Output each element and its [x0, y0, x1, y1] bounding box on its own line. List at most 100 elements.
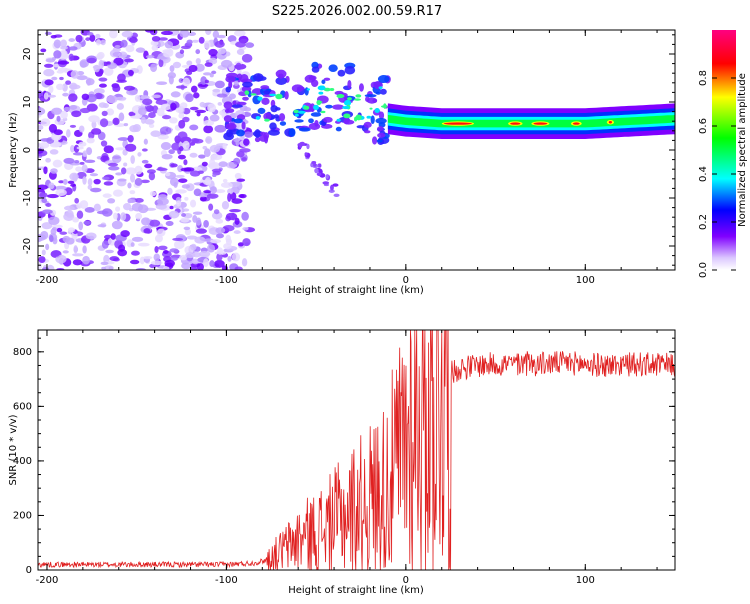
- spectrogram-cell: [79, 161, 85, 165]
- spectrogram-cell: [325, 104, 333, 109]
- spectrogram-hotspot: [572, 122, 580, 125]
- spectrogram-cell: [145, 54, 155, 59]
- spectrogram-cell: [184, 196, 189, 201]
- spectrogram-cell: [216, 253, 223, 261]
- spectrogram-cell: [169, 205, 174, 210]
- spectrogram-cell: [217, 102, 223, 106]
- spectrogram-cell: [162, 265, 170, 270]
- spectrogram-cell: [215, 218, 224, 224]
- spectrogram-cell: [87, 178, 93, 186]
- spectrogram-cell: [121, 30, 134, 38]
- spectrogram-cell: [97, 224, 107, 228]
- spectrogram-cell: [70, 70, 79, 79]
- spectrogram-cell: [375, 91, 381, 95]
- spectrogram-cell: [52, 143, 62, 147]
- spectrogram-cell: [108, 166, 120, 171]
- spectrogram-cell: [214, 80, 225, 89]
- spectrogram-cell: [293, 109, 299, 114]
- spectrogram-cell: [178, 112, 185, 119]
- colorbar-label: Normalized spectral amplitude: [737, 73, 748, 227]
- spectrogram-cell: [181, 64, 191, 68]
- spectrogram-cell: [85, 37, 91, 41]
- spectrogram-cell: [203, 40, 211, 50]
- spectrogram-cell: [144, 118, 155, 125]
- spectrogram-cell: [255, 116, 261, 120]
- spectrogram-cell: [66, 129, 71, 138]
- spectrogram-cell: [96, 210, 109, 215]
- y-tick-label: 0: [26, 565, 32, 576]
- spectrogram-cell: [325, 174, 329, 179]
- spectrogram-cell: [123, 85, 136, 91]
- spectrogram-cell: [49, 234, 54, 243]
- spectrogram-cell: [175, 174, 185, 178]
- spectrogram-cell: [62, 250, 69, 254]
- spectrogram-cell: [63, 157, 75, 164]
- spectrogram-cell: [210, 239, 222, 244]
- spectrogram-cell: [193, 188, 202, 197]
- spectrogram-cell: [40, 138, 52, 142]
- spectrogram-cell: [229, 93, 236, 100]
- spectrogram-cell: [69, 124, 77, 128]
- spectrogram-cell: [241, 53, 253, 63]
- spectrogram-cell: [198, 83, 209, 87]
- spectrogram-cell: [195, 228, 207, 234]
- spectrogram-cell: [227, 188, 234, 195]
- spectrogram-cell: [148, 112, 156, 119]
- spectrogram-cell: [52, 159, 63, 168]
- spectrogram-cell: [115, 147, 126, 151]
- spectrogram-cell: [239, 38, 249, 43]
- spectrogram-cell: [317, 163, 322, 168]
- spectrogram-cell: [233, 118, 243, 124]
- y-tick-label: 0: [22, 147, 33, 153]
- spectrogram-cell: [111, 154, 122, 164]
- spectrogram-cell: [93, 88, 105, 95]
- spectrogram-cell: [38, 107, 46, 116]
- spectrogram-cell: [225, 234, 231, 243]
- spectrogram-cell: [131, 236, 144, 242]
- spectrogram-cell: [39, 192, 48, 198]
- colorbar-tick-label: 0.6: [698, 118, 709, 134]
- spectrogram-cell: [297, 110, 306, 114]
- spectrogram-cell: [45, 157, 51, 163]
- spectrogram-cell: [120, 167, 127, 175]
- spectrogram-cell: [145, 30, 155, 33]
- spectrogram-cell: [229, 209, 242, 213]
- spectrogram-cell: [175, 107, 184, 113]
- spectrogram-cell: [344, 99, 352, 106]
- spectrogram-cell: [117, 137, 129, 141]
- spectrogram-cell: [208, 57, 218, 65]
- spectrogram-cell: [123, 162, 128, 167]
- spectrogram-cell: [150, 260, 163, 266]
- spectrogram-cell: [123, 203, 132, 211]
- snr-frame: [37, 329, 676, 571]
- y-tick-label: 600: [13, 401, 32, 412]
- spectrogram-cell: [150, 40, 159, 46]
- spectrogram-cell: [127, 69, 134, 77]
- spectrogram-cell: [278, 113, 286, 122]
- spectrogram-cell: [98, 68, 104, 75]
- spectrogram-cell: [376, 126, 384, 132]
- spectrogram-cell: [236, 48, 245, 56]
- spectrogram-cell: [198, 154, 206, 159]
- spectrogram-cell: [164, 172, 171, 177]
- spectrogram-cell: [103, 234, 112, 240]
- spectrogram-cell: [107, 162, 119, 167]
- spectrogram-cell: [236, 178, 246, 182]
- spectrogram-cell: [63, 106, 71, 112]
- spectrogram-cell: [144, 163, 153, 169]
- spectrogram-cell: [150, 63, 158, 73]
- spectrogram-cell: [82, 150, 88, 157]
- spectrogram-cell: [64, 205, 75, 211]
- spectrogram-cell: [228, 81, 233, 89]
- spectrogram-cell: [185, 251, 196, 259]
- spectrogram-cell: [322, 181, 330, 185]
- spectrogram-cell: [177, 154, 186, 160]
- spectrogram-cell: [91, 120, 97, 129]
- spectrogram-cell: [86, 137, 95, 144]
- spectrogram-cell: [38, 262, 43, 270]
- colorbar-tick-label: 0.0: [698, 262, 709, 278]
- spectrogram-cell: [233, 157, 241, 165]
- spectrogram-cell: [161, 153, 173, 160]
- spectrogram-cell: [118, 51, 128, 59]
- spectrogram-cell: [131, 250, 140, 256]
